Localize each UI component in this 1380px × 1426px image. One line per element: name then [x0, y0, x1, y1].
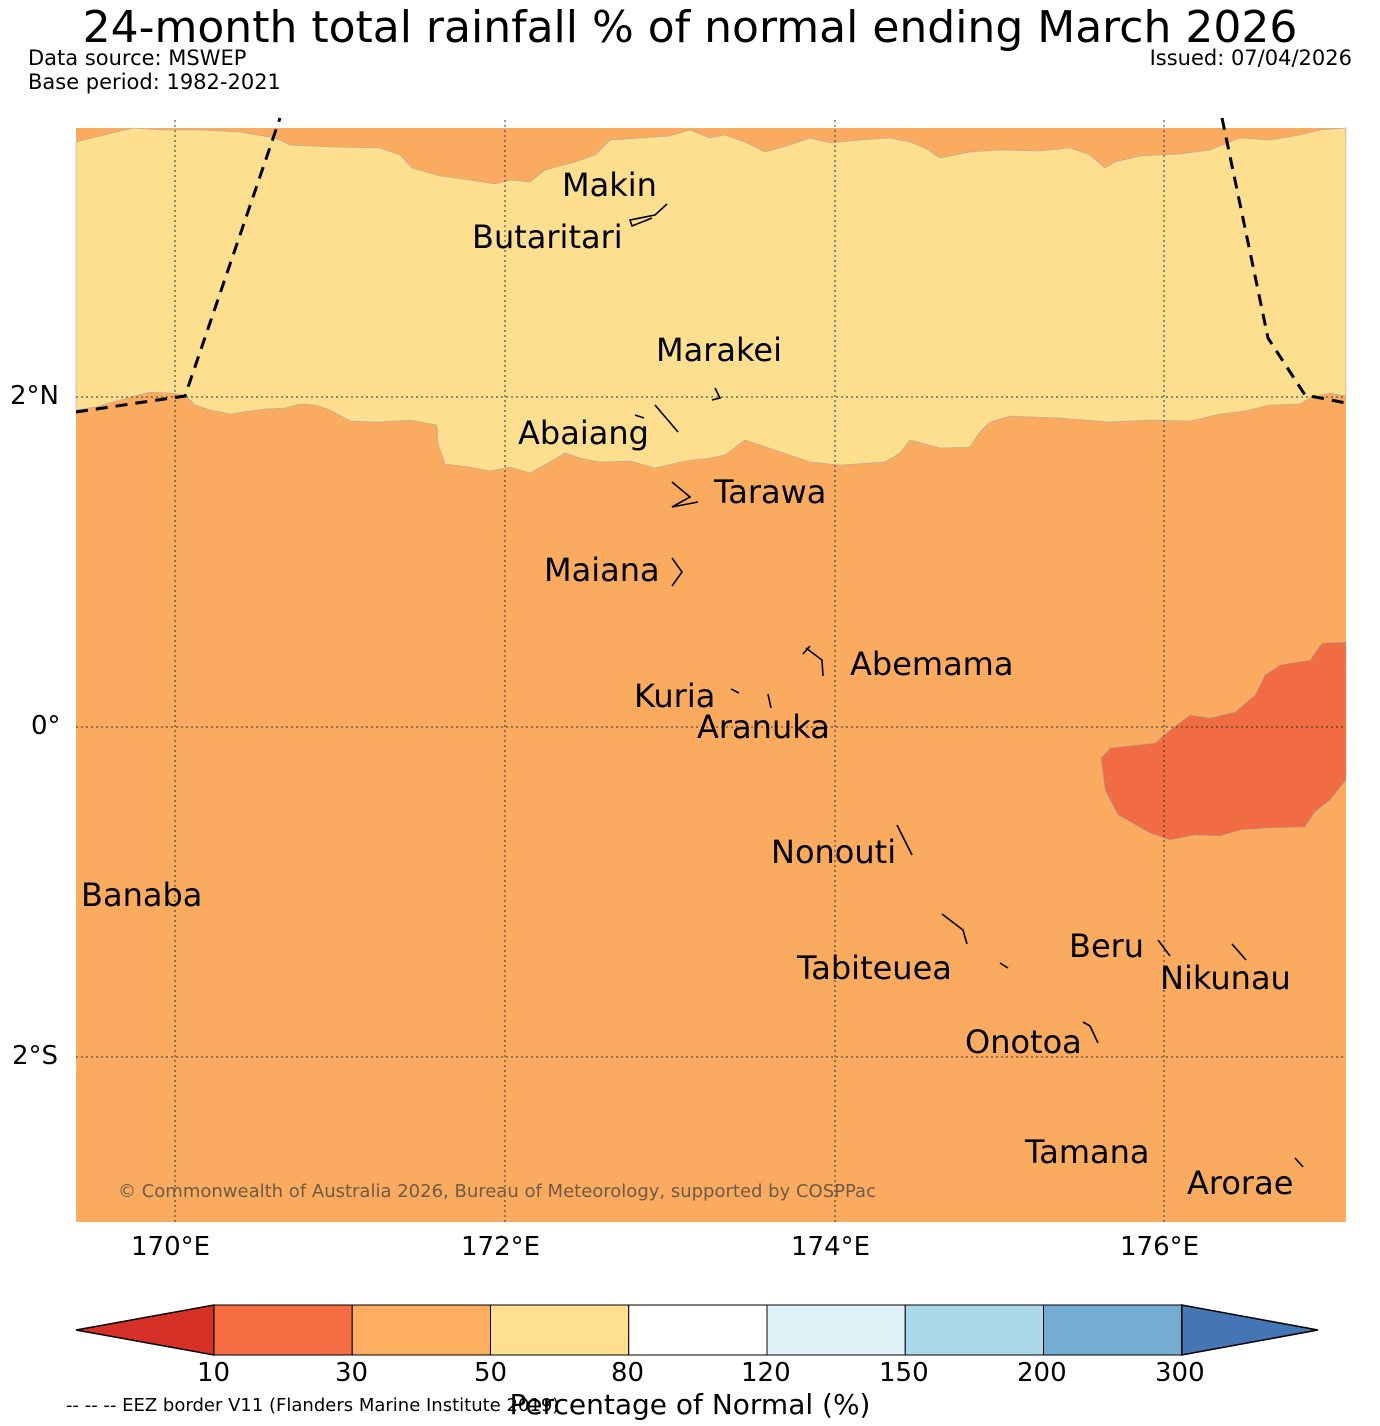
- issued-date: Issued: 07/04/2026: [1149, 46, 1352, 70]
- lon-tick-176: 176°E: [1120, 1232, 1200, 1262]
- island-shape-tarawa: [671, 481, 699, 508]
- colorbar-segment: [1043, 1304, 1183, 1356]
- island-shape-tabiteuea: [941, 913, 968, 945]
- island-shape-abaiang-b: [634, 414, 645, 419]
- colorbar-tick-80: 80: [611, 1358, 645, 1388]
- colorbar-tick-10: 10: [197, 1358, 231, 1388]
- label-marakei: Marakei: [656, 331, 782, 369]
- region-10-30: [1100, 641, 1347, 841]
- colorbar-tick-50: 50: [474, 1358, 508, 1388]
- colorbar-segment: [628, 1304, 768, 1356]
- base-period: Base period: 1982-2021: [28, 70, 281, 94]
- island-outlines: [628, 203, 1304, 1168]
- island-shape-tabiteuea-south: [999, 962, 1009, 969]
- lon-tick-170: 170°E: [131, 1232, 211, 1262]
- colorbar-segment: [766, 1304, 906, 1356]
- label-arorae: Arorae: [1187, 1164, 1294, 1202]
- label-beru: Beru: [1069, 927, 1145, 965]
- eez-border: [75, 117, 1347, 414]
- label-abaiang: Abaiang: [518, 414, 649, 452]
- island-shape-abemama: [802, 645, 824, 677]
- colorbar-segment: [490, 1304, 630, 1356]
- colorbar: [75, 1304, 1319, 1356]
- lat-tick-2s: 2°S: [12, 1041, 59, 1071]
- graticule: [76, 120, 1346, 1222]
- copyright-notice: © Commonwealth of Australia 2026, Bureau…: [118, 1181, 876, 1202]
- label-onotoa: Onotoa: [965, 1023, 1082, 1061]
- label-makin: Makin: [562, 166, 657, 204]
- colorbar-tick-150: 150: [879, 1358, 929, 1388]
- colorbar-tick-30: 30: [335, 1358, 369, 1388]
- label-kuria: Kuria: [634, 677, 716, 715]
- colorbar-label: Percentage of Normal (%): [509, 1388, 871, 1421]
- label-maiana: Maiana: [544, 551, 660, 589]
- colorbar-segment: [213, 1304, 353, 1356]
- island-shape-nonouti: [896, 824, 913, 856]
- label-nonouti: Nonouti: [771, 833, 897, 871]
- island-shape-nikunau: [1231, 943, 1247, 961]
- island-shape-aranuka: [767, 693, 772, 709]
- island-shape-makin-butaritari: [628, 203, 668, 228]
- colorbar-segment: [351, 1304, 491, 1356]
- lat-tick-2n: 2°N: [10, 381, 59, 411]
- label-banaba: Banaba: [81, 876, 203, 914]
- colorbar-segment: [904, 1304, 1044, 1356]
- colorbar-arrow-high: [1181, 1304, 1319, 1356]
- label-butaritari: Butaritari: [472, 218, 623, 256]
- label-tarawa: Tarawa: [714, 473, 827, 511]
- data-source: Data source: MSWEP: [28, 46, 247, 70]
- island-shape-onotoa: [1082, 1021, 1099, 1044]
- label-tabiteuea: Tabiteuea: [797, 949, 952, 987]
- label-abemama: Abemama: [850, 645, 1014, 683]
- island-shape-abaiang: [654, 404, 679, 433]
- label-aranuka: Aranuka: [697, 708, 830, 746]
- lon-tick-174: 174°E: [791, 1232, 871, 1262]
- colorbar-tick-120: 120: [741, 1358, 791, 1388]
- map-title: 24-month total rainfall % of normal endi…: [82, 2, 1298, 53]
- island-shape-maiana: [671, 557, 683, 587]
- label-nikunau: Nikunau: [1160, 959, 1291, 997]
- island-shape-beru: [1157, 939, 1171, 957]
- island-shape-marakei: [711, 387, 722, 401]
- label-tamana: Tamana: [1025, 1133, 1150, 1171]
- colorbar-arrow-low: [75, 1304, 215, 1356]
- colorbar-tick-300: 300: [1155, 1358, 1205, 1388]
- island-shape-arorae: [1294, 1157, 1304, 1168]
- region-50-80: [75, 127, 1347, 474]
- eez-legend-note: -- -- -- EEZ border V11 (Flanders Marine…: [66, 1395, 560, 1416]
- colorbar-tick-200: 200: [1017, 1358, 1067, 1388]
- lon-tick-172: 172°E: [461, 1232, 541, 1262]
- lat-tick-0: 0°: [31, 711, 61, 741]
- island-shape-kuria: [730, 688, 740, 694]
